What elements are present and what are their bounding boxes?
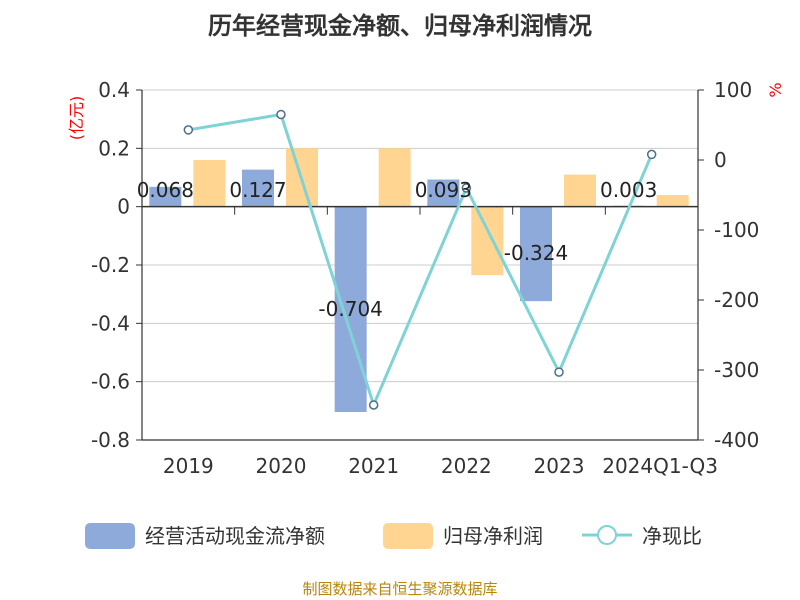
bar-net-profit — [378, 148, 411, 207]
bar-net-profit — [656, 195, 689, 207]
line-point — [646, 149, 657, 160]
line-point — [554, 367, 564, 377]
y-right-tick-label: 100 — [714, 78, 752, 102]
axes: 0.4 0.2 0 -0.2 -0.4 -0.6 -0.8 100 0 -100 -200 -300 -… — [67, 78, 785, 478]
bar-cash-flow — [334, 206, 367, 412]
bar-net-profit — [193, 160, 226, 207]
x-tick-label: 2019 — [163, 454, 214, 478]
legend-label-net-profit: 归母净利润 — [443, 524, 543, 548]
bar-cash-flow — [427, 179, 460, 207]
data-label: 0.127 — [229, 178, 286, 202]
y-left-tick-label: -0.2 — [91, 253, 130, 277]
data-label: 0.068 — [137, 178, 194, 202]
bar-net-profit — [564, 174, 596, 207]
line-point — [368, 400, 379, 410]
y-right-tick-label: -300 — [714, 358, 759, 382]
legend-swatch-point — [597, 525, 617, 545]
line-point — [183, 125, 194, 135]
line-point — [276, 109, 286, 120]
legend-swatch-cash-flow — [85, 523, 135, 549]
line-layer — [183, 109, 657, 410]
y-left-tick-label: -0.6 — [91, 370, 130, 394]
y-left-tick-label: 0 — [117, 195, 130, 219]
legend-label-ratio: 净现比 — [642, 524, 702, 548]
x-tick-label: 2022 — [441, 454, 492, 478]
source-note: 制图数据来自恒生聚源数据库 — [302, 580, 498, 598]
x-tick-label: 2020 — [256, 454, 307, 478]
bar-cash-flow — [520, 206, 552, 302]
y-right-unit: % — [766, 82, 785, 97]
y-left-tick-label: 0.2 — [98, 136, 130, 160]
bar-net-profit — [471, 206, 504, 276]
legend-label-cash-flow: 经营活动现金流净额 — [145, 524, 325, 548]
gridlines — [142, 89, 698, 441]
x-tick-label: 2023 — [534, 454, 585, 478]
chart-title: 历年经营现金净额、归母净利润情况 — [208, 12, 592, 40]
data-label: 0.093 — [415, 178, 472, 202]
y-right-tick-label: 0 — [714, 148, 727, 172]
y-left-tick-label: -0.4 — [91, 311, 130, 335]
bar-cash-flow — [242, 169, 274, 207]
legend: 经营活动现金流净额 归母净利润 净现比 — [85, 523, 702, 549]
y-left-tick-label: 0.4 — [98, 78, 130, 102]
line-point — [461, 183, 472, 193]
data-label: 0.003 — [600, 178, 657, 202]
x-tick-label: 2021 — [348, 454, 399, 478]
y-right-tick-label: -400 — [714, 428, 759, 452]
legend-swatch-net-profit — [383, 523, 433, 549]
line-net-cash-ratio — [188, 112, 654, 410]
y-right-tick-label: -100 — [714, 218, 759, 242]
y-left-tick-label: -0.8 — [91, 428, 130, 452]
data-label: -0.324 — [504, 241, 568, 265]
data-label: -0.704 — [318, 297, 382, 321]
data-label-layer: 0.068 0.127 -0.704 0.093 -0.324 0.003 — [137, 178, 658, 321]
bar-layer — [149, 148, 689, 412]
y-right-tick-label: -200 — [714, 288, 759, 312]
y-left-unit: (亿元) — [67, 96, 86, 141]
bar-cash-flow — [149, 186, 182, 207]
x-tick-label: 2024Q1-Q3 — [602, 454, 718, 478]
